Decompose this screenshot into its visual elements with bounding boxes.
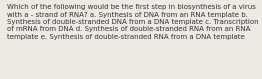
Text: Which of the following would be the first step in biosynthesis of a virus with a: Which of the following would be the firs… bbox=[7, 4, 259, 40]
